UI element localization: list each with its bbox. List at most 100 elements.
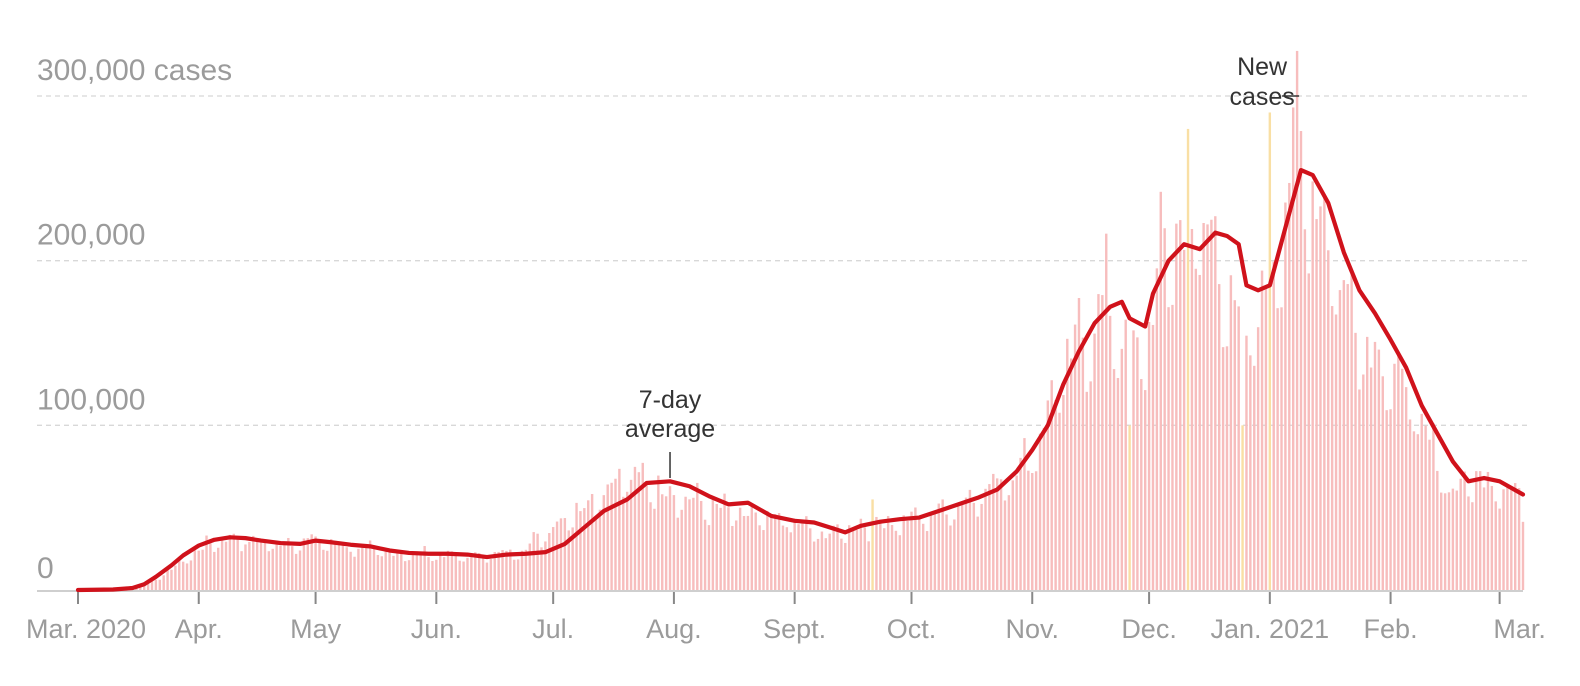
case-bar xyxy=(306,538,309,590)
case-bar xyxy=(1342,280,1346,590)
annotation-new-cases: New xyxy=(1237,53,1288,81)
case-bar xyxy=(1105,233,1108,590)
case-bar xyxy=(649,502,652,590)
case-bar xyxy=(189,560,193,590)
case-bar xyxy=(610,482,613,590)
case-bar xyxy=(894,530,898,590)
case-bar xyxy=(1319,206,1322,590)
case-bar xyxy=(886,516,890,590)
case-bar xyxy=(559,518,563,590)
case-bar xyxy=(462,561,465,590)
case-bar xyxy=(988,484,991,590)
case-bar xyxy=(365,545,368,590)
case-bar xyxy=(1175,223,1178,590)
case-bar xyxy=(793,518,796,590)
case-bar xyxy=(598,509,602,590)
case-bar xyxy=(388,551,391,590)
case-bar xyxy=(458,560,461,590)
case-bar xyxy=(1482,487,1486,590)
case-bar xyxy=(707,525,711,590)
case-bar xyxy=(715,503,718,590)
case-bar xyxy=(1023,438,1026,590)
case-bar xyxy=(770,516,773,590)
case-bar xyxy=(797,524,800,590)
case-bar xyxy=(427,557,430,590)
annotation-seven-day-average: average xyxy=(625,415,715,443)
case-bar xyxy=(442,557,446,590)
case-bar xyxy=(1323,196,1326,590)
case-bar xyxy=(1116,377,1120,590)
case-bar xyxy=(368,540,372,590)
case-bar xyxy=(1475,471,1478,590)
case-bar xyxy=(964,497,968,590)
case-bar xyxy=(992,473,995,590)
case-bar xyxy=(629,479,633,590)
case-bar xyxy=(1108,315,1112,590)
case-bar xyxy=(1447,492,1451,590)
case-bar xyxy=(855,530,859,590)
case-bar xyxy=(1167,307,1170,590)
case-bar xyxy=(1015,475,1018,590)
case-bar xyxy=(602,495,606,590)
case-bar xyxy=(1073,324,1077,590)
case-bar xyxy=(1307,273,1310,590)
case-bar xyxy=(197,550,200,590)
case-bar xyxy=(1377,349,1381,590)
case-bar xyxy=(1085,391,1088,590)
case-bar xyxy=(1260,270,1264,590)
case-bar xyxy=(1140,379,1143,590)
case-bar xyxy=(314,536,317,590)
case-bar xyxy=(528,543,532,590)
case-bar xyxy=(1050,380,1053,590)
case-bar xyxy=(337,544,341,590)
case-bar xyxy=(1506,487,1509,590)
y-axis-labels: 0 100,000 200,000 300,000 cases xyxy=(37,54,232,585)
case-bar xyxy=(294,553,298,590)
case-bar xyxy=(840,538,843,590)
case-bar xyxy=(1151,324,1155,590)
case-bar xyxy=(664,496,668,590)
case-bar xyxy=(567,530,570,590)
case-bar xyxy=(918,516,921,590)
case-bar xyxy=(158,579,161,590)
case-bar xyxy=(750,505,754,590)
case-bar xyxy=(1042,427,1046,590)
case-bar xyxy=(805,516,808,590)
case-bar xyxy=(972,502,976,590)
case-bar xyxy=(181,561,185,590)
case-bar xyxy=(622,496,625,590)
case-bar xyxy=(941,499,944,590)
case-bar xyxy=(999,479,1003,590)
case-bar xyxy=(435,559,438,590)
case-bar xyxy=(890,525,894,590)
case-bar xyxy=(1179,220,1182,590)
case-bar xyxy=(937,503,940,590)
case-bar xyxy=(661,494,664,590)
case-bar xyxy=(407,560,411,590)
case-bar xyxy=(594,517,598,590)
case-bar xyxy=(699,500,703,590)
annotation-new-cases: cases xyxy=(1229,83,1294,111)
case-bar xyxy=(474,552,477,590)
case-bar xyxy=(228,534,232,590)
case-bar xyxy=(466,557,469,590)
case-bar xyxy=(1069,358,1073,590)
case-bar xyxy=(1424,425,1427,590)
case-bar xyxy=(758,525,761,590)
case-bar xyxy=(509,549,512,590)
case-bar xyxy=(345,547,348,590)
case-bar xyxy=(871,499,874,590)
case-bar xyxy=(1147,322,1151,590)
case-bar xyxy=(411,551,415,590)
case-bar xyxy=(275,540,278,590)
case-bar xyxy=(1221,347,1225,590)
case-bar xyxy=(1510,489,1513,590)
case-bar xyxy=(1249,355,1252,590)
case-bar xyxy=(1202,223,1205,590)
case-bar xyxy=(984,488,987,590)
case-bar xyxy=(544,541,547,590)
case-bar xyxy=(1366,336,1369,590)
case-bar xyxy=(1034,471,1038,590)
case-bar xyxy=(898,535,902,590)
case-bar xyxy=(1241,425,1244,590)
